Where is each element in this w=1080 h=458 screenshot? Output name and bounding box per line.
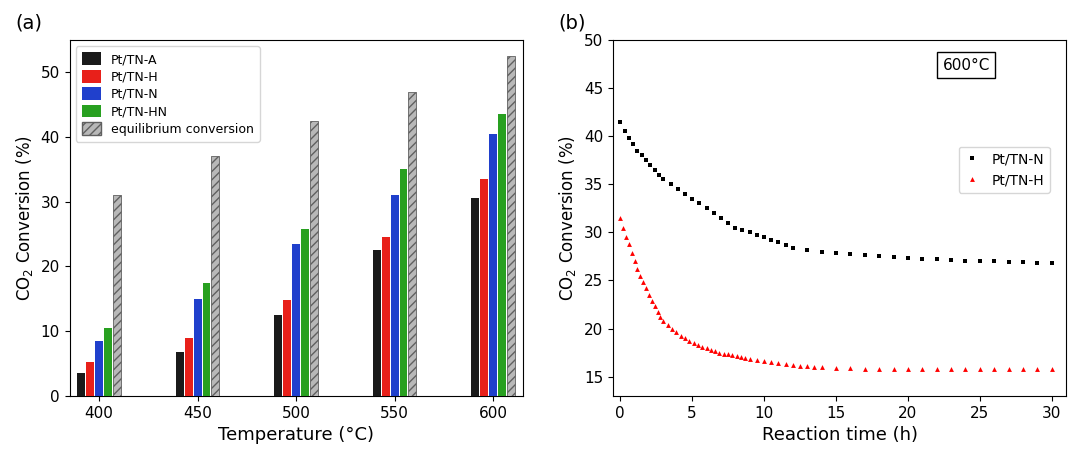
Y-axis label: CO$_2$ Conversion (%): CO$_2$ Conversion (%) xyxy=(557,135,579,301)
Pt/TN-N xyxy=(902,256,915,261)
Pt/TN-N xyxy=(743,229,756,235)
Pt/TN-N xyxy=(672,186,685,192)
Bar xyxy=(212,157,219,396)
Pt/TN-N xyxy=(644,162,657,168)
Pt/TN-H xyxy=(859,366,872,371)
Pt/TN-N xyxy=(1002,259,1015,265)
Pt/TN-N xyxy=(800,247,813,252)
Pt/TN-H xyxy=(648,304,661,309)
Pt/TN-N xyxy=(765,237,778,243)
Pt/TN-N xyxy=(843,252,856,257)
Bar xyxy=(489,134,497,396)
X-axis label: Temperature (°C): Temperature (°C) xyxy=(218,426,374,444)
Pt/TN-N xyxy=(735,228,748,233)
Pt/TN-H xyxy=(613,215,626,221)
Pt/TN-H xyxy=(721,352,734,357)
Pt/TN-N xyxy=(707,210,720,216)
Bar xyxy=(373,250,381,396)
Pt/TN-N xyxy=(930,256,943,262)
Pt/TN-H xyxy=(661,322,674,327)
Pt/TN-N xyxy=(686,196,699,202)
Pt/TN-N xyxy=(873,254,886,259)
Bar xyxy=(78,373,85,396)
Pt/TN-N xyxy=(757,234,770,240)
Pt/TN-N xyxy=(664,181,677,187)
Bar xyxy=(95,341,103,396)
Pt/TN-N xyxy=(887,255,900,260)
Bar xyxy=(176,352,184,396)
Pt/TN-N xyxy=(657,177,670,182)
Pt/TN-N xyxy=(779,242,792,248)
Bar xyxy=(86,361,94,396)
Pt/TN-N xyxy=(1045,260,1058,266)
Pt/TN-N xyxy=(1031,260,1044,266)
Bar xyxy=(301,229,309,396)
Pt/TN-N xyxy=(945,257,958,263)
Bar xyxy=(203,283,211,396)
Pt/TN-N xyxy=(693,201,706,206)
Bar xyxy=(193,299,202,396)
Bar xyxy=(481,179,488,396)
Pt/TN-N xyxy=(639,158,652,163)
Bar xyxy=(274,315,282,396)
Text: (a): (a) xyxy=(15,14,42,33)
Bar xyxy=(382,237,390,396)
Pt/TN-N xyxy=(700,206,713,211)
Pt/TN-N xyxy=(714,215,727,221)
Pt/TN-N xyxy=(622,135,635,141)
Pt/TN-N xyxy=(988,258,1001,264)
Pt/TN-H xyxy=(945,366,958,371)
Pt/TN-N xyxy=(618,129,631,134)
Bar xyxy=(400,169,407,396)
Pt/TN-N xyxy=(829,251,842,256)
Pt/TN-N xyxy=(626,141,639,147)
Pt/TN-N xyxy=(648,167,661,173)
Pt/TN-N xyxy=(652,172,665,177)
Pt/TN-N xyxy=(613,119,626,125)
Pt/TN-H xyxy=(1045,366,1058,371)
Pt/TN-N xyxy=(973,258,986,264)
Bar xyxy=(310,121,318,396)
Text: 600°C: 600°C xyxy=(943,58,990,73)
Pt/TN-N xyxy=(772,239,785,245)
Pt/TN-N xyxy=(729,225,742,230)
Pt/TN-N xyxy=(815,249,828,254)
Pt/TN-N xyxy=(786,245,799,251)
Bar xyxy=(408,92,416,396)
Text: (b): (b) xyxy=(558,14,586,33)
Pt/TN-N xyxy=(1016,259,1029,265)
Bar xyxy=(293,244,300,396)
Pt/TN-N xyxy=(631,148,644,153)
Line: Pt/TN-N: Pt/TN-N xyxy=(618,119,1054,266)
Pt/TN-H xyxy=(757,359,770,364)
Pt/TN-N xyxy=(959,258,972,264)
Bar xyxy=(498,114,505,396)
Line: Pt/TN-H: Pt/TN-H xyxy=(618,215,1054,371)
Pt/TN-N xyxy=(635,153,648,158)
Pt/TN-N xyxy=(721,220,734,225)
Y-axis label: CO$_2$ Conversion (%): CO$_2$ Conversion (%) xyxy=(14,135,35,301)
Pt/TN-N xyxy=(751,233,764,238)
X-axis label: Reaction time (h): Reaction time (h) xyxy=(761,426,918,444)
Bar xyxy=(471,198,480,396)
Pt/TN-N xyxy=(678,191,691,196)
Bar xyxy=(283,300,292,396)
Legend: Pt/TN-N, Pt/TN-H: Pt/TN-N, Pt/TN-H xyxy=(959,147,1050,193)
Bar xyxy=(113,195,121,396)
Bar xyxy=(507,56,515,396)
Pt/TN-N xyxy=(916,256,929,262)
Pt/TN-H xyxy=(629,258,642,264)
Bar xyxy=(104,328,112,396)
Bar xyxy=(391,195,399,396)
Pt/TN-N xyxy=(859,253,872,258)
Bar xyxy=(185,338,192,396)
Legend: Pt/TN-A, Pt/TN-H, Pt/TN-N, Pt/TN-HN, equilibrium conversion: Pt/TN-A, Pt/TN-H, Pt/TN-N, Pt/TN-HN, equ… xyxy=(76,46,260,142)
